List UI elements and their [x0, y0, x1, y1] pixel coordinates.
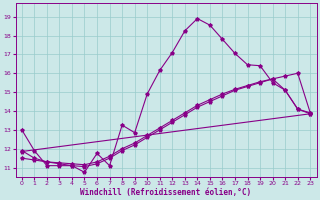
X-axis label: Windchill (Refroidissement éolien,°C): Windchill (Refroidissement éolien,°C): [80, 188, 252, 197]
